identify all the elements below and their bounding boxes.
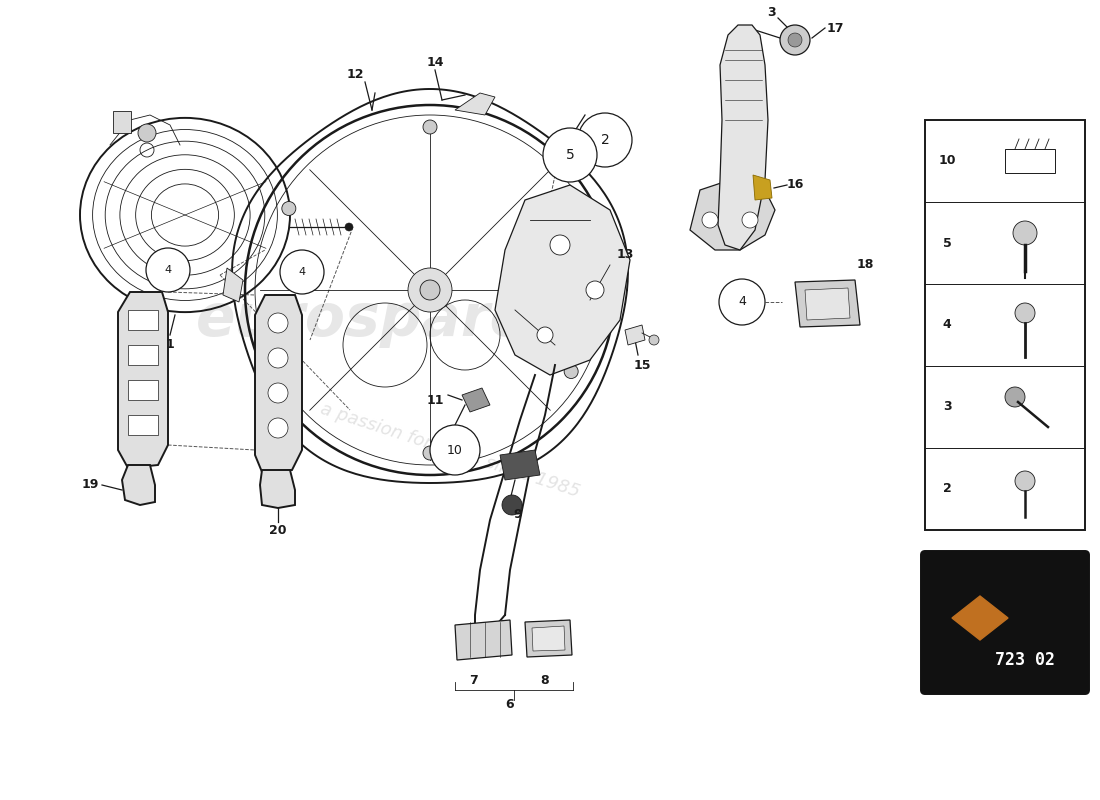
Circle shape: [564, 202, 579, 215]
Circle shape: [280, 250, 324, 294]
Text: 12: 12: [346, 69, 364, 82]
Text: 723 02: 723 02: [996, 651, 1055, 669]
Text: 14: 14: [426, 55, 443, 69]
Circle shape: [578, 113, 632, 167]
Polygon shape: [462, 388, 490, 412]
Circle shape: [1015, 303, 1035, 323]
Polygon shape: [625, 325, 645, 345]
Circle shape: [268, 383, 288, 403]
FancyBboxPatch shape: [921, 551, 1089, 694]
Text: a passion for parts since 1985: a passion for parts since 1985: [318, 399, 582, 501]
Text: 4: 4: [738, 295, 746, 309]
Text: 17: 17: [826, 22, 844, 34]
Polygon shape: [525, 620, 572, 657]
Circle shape: [420, 280, 440, 300]
Polygon shape: [255, 295, 302, 472]
Bar: [128, 415, 158, 435]
Text: 4: 4: [298, 267, 306, 277]
Circle shape: [268, 418, 288, 438]
Bar: [925, 120, 1085, 530]
Polygon shape: [795, 280, 860, 327]
Text: 8: 8: [541, 674, 549, 686]
Bar: [128, 310, 158, 330]
Bar: [113, 111, 131, 133]
Polygon shape: [500, 450, 540, 480]
Polygon shape: [805, 288, 850, 320]
Circle shape: [742, 212, 758, 228]
Circle shape: [702, 212, 718, 228]
Circle shape: [146, 248, 190, 292]
Circle shape: [502, 495, 522, 515]
Circle shape: [537, 327, 553, 343]
Circle shape: [1013, 221, 1037, 245]
Text: 10: 10: [447, 443, 463, 457]
Circle shape: [424, 446, 437, 460]
Polygon shape: [690, 180, 776, 250]
Circle shape: [345, 223, 353, 231]
Polygon shape: [455, 93, 495, 115]
Bar: [128, 345, 158, 365]
Circle shape: [268, 313, 288, 333]
Text: 3: 3: [943, 401, 951, 414]
Circle shape: [282, 365, 296, 378]
Polygon shape: [952, 596, 1008, 640]
Text: 3: 3: [768, 6, 777, 18]
Circle shape: [282, 202, 296, 215]
Polygon shape: [118, 292, 168, 468]
Text: 4: 4: [164, 265, 172, 275]
Bar: [1005, 149, 1055, 173]
Circle shape: [780, 25, 810, 55]
Polygon shape: [532, 626, 565, 651]
Text: 1: 1: [166, 338, 175, 351]
Text: 15: 15: [634, 358, 651, 371]
Circle shape: [586, 281, 604, 299]
Text: 10: 10: [938, 154, 956, 167]
Text: 9: 9: [514, 509, 522, 522]
Circle shape: [430, 425, 480, 475]
Text: 7: 7: [469, 674, 477, 686]
Text: 16: 16: [786, 178, 804, 191]
Circle shape: [543, 128, 597, 182]
Circle shape: [788, 33, 802, 47]
Text: 20: 20: [270, 523, 287, 537]
Polygon shape: [223, 268, 243, 302]
Polygon shape: [260, 470, 295, 508]
Polygon shape: [495, 185, 630, 375]
Text: eurospares: eurospares: [196, 291, 564, 349]
Text: 5: 5: [943, 237, 951, 250]
Circle shape: [1005, 387, 1025, 407]
Polygon shape: [455, 620, 512, 660]
Circle shape: [1015, 471, 1035, 491]
Text: 2: 2: [601, 133, 609, 147]
Circle shape: [408, 268, 452, 312]
Circle shape: [719, 279, 764, 325]
Polygon shape: [718, 25, 768, 250]
Polygon shape: [122, 465, 155, 505]
Text: 2: 2: [943, 482, 951, 495]
Text: 13: 13: [616, 249, 634, 262]
Circle shape: [268, 348, 288, 368]
Text: 11: 11: [426, 394, 443, 406]
Text: 6: 6: [506, 698, 515, 711]
Text: 5: 5: [565, 148, 574, 162]
Circle shape: [550, 235, 570, 255]
Circle shape: [564, 365, 579, 378]
Bar: [128, 380, 158, 400]
Circle shape: [649, 335, 659, 345]
Polygon shape: [754, 175, 772, 200]
Circle shape: [138, 124, 156, 142]
Text: 19: 19: [81, 478, 99, 491]
Circle shape: [424, 120, 437, 134]
Text: 18: 18: [856, 258, 873, 271]
Text: 4: 4: [943, 318, 951, 331]
